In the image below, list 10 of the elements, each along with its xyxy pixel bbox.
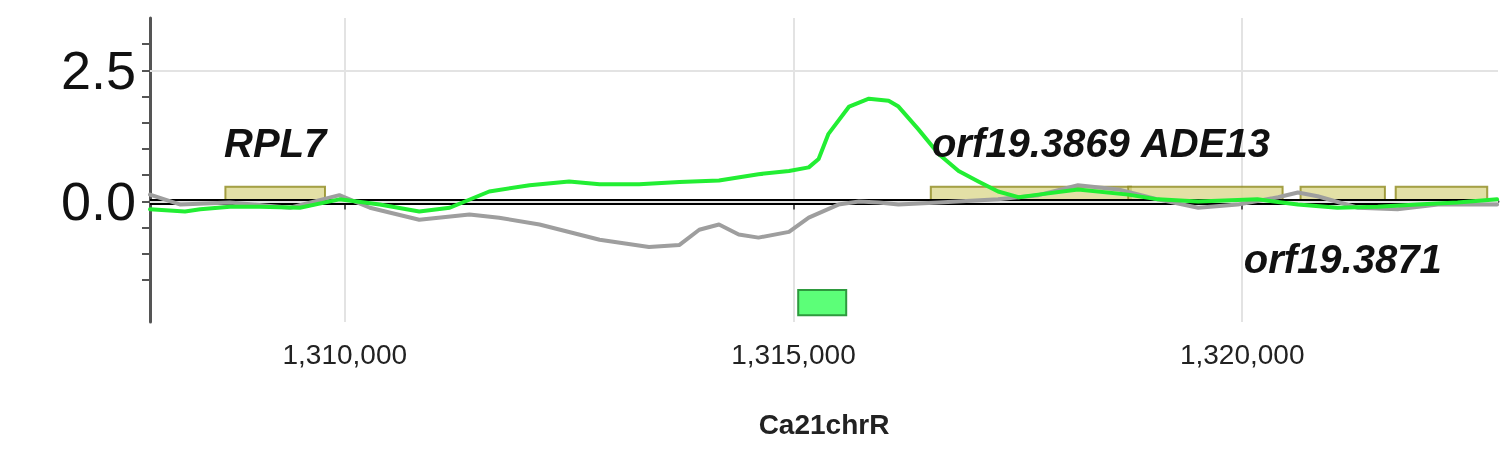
x-axis-title: Ca21chrR bbox=[758, 408, 890, 440]
band-label: ADE13 bbox=[1139, 121, 1270, 166]
y-tick-label: 2.5 bbox=[60, 40, 136, 101]
x-tick-label: 1,310,000 bbox=[282, 338, 408, 370]
band-label: orf19.3869 bbox=[931, 121, 1131, 166]
y-tick-label: 0.0 bbox=[60, 171, 136, 232]
x-tick-label: 1,315,000 bbox=[731, 338, 856, 370]
x-tick-label: 1,320,000 bbox=[1179, 338, 1305, 370]
band-label: RPL7 bbox=[224, 121, 329, 166]
band-label: orf19.3871 bbox=[1243, 237, 1442, 282]
